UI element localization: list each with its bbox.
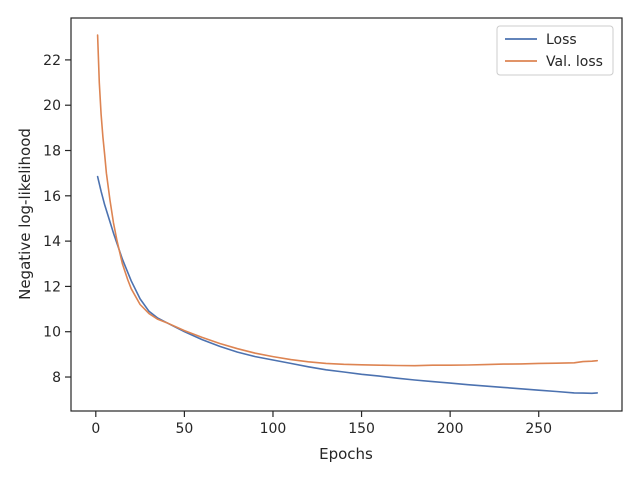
- x-tick-label: 200: [437, 421, 464, 437]
- x-tick-label: 50: [175, 421, 193, 437]
- y-tick-label: 14: [43, 234, 61, 250]
- legend-label-loss: Loss: [546, 32, 577, 48]
- series-line-val-loss: [96, 34, 599, 367]
- y-tick-label: 18: [43, 144, 61, 160]
- legend-label-val-loss: Val. loss: [546, 54, 603, 70]
- x-tick-label: 100: [260, 421, 287, 437]
- y-axis-title: Negative log-likelihood: [16, 128, 34, 300]
- x-tick-label: 250: [525, 421, 552, 437]
- x-axis-title: Epochs: [319, 445, 373, 463]
- x-tick-label: 0: [91, 421, 100, 437]
- y-tick-label: 16: [43, 189, 61, 205]
- legend: Loss Val. loss: [496, 25, 614, 76]
- x-axis: 0 50 100 150 200 250: [91, 411, 552, 437]
- series-line-loss: [96, 175, 599, 395]
- y-tick-label: 12: [43, 279, 61, 295]
- plot-area: [70, 17, 623, 412]
- y-tick-label: 20: [43, 98, 61, 114]
- series-layer: [96, 34, 599, 395]
- y-tick-label: 10: [43, 325, 61, 341]
- x-tick-label: 150: [348, 421, 375, 437]
- y-axis: 8 10 12 14 16 18 20 22: [43, 53, 71, 386]
- y-tick-label: 22: [43, 53, 61, 69]
- y-tick-label: 8: [52, 370, 61, 386]
